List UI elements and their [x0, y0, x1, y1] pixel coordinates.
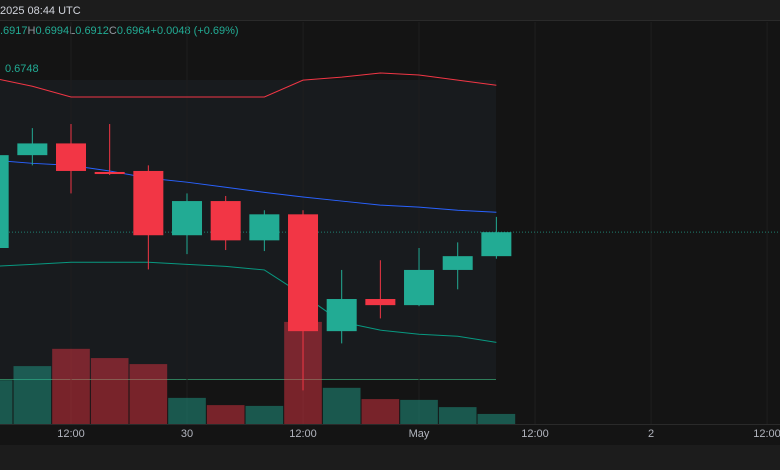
ohlc-legend: .6917H0.6994L0.6912C0.6964+0.0048 (+0.69…: [0, 25, 239, 37]
volume-bar: [206, 405, 245, 424]
candle-body: [249, 214, 280, 241]
legend-part: +0.0048 (+0.69%): [151, 25, 239, 37]
volume-bar: [13, 366, 52, 424]
bottom-bar: [0, 445, 780, 470]
candle-body: [172, 201, 203, 236]
volume-bar: [245, 405, 284, 424]
volume-bar: [90, 358, 129, 424]
legend-part: C: [109, 25, 117, 37]
candle-body: [442, 256, 473, 270]
candle-body: [0, 155, 9, 248]
top-bar: [0, 0, 780, 20]
legend-part: L: [69, 25, 75, 37]
volume-bar: [438, 407, 477, 424]
legend-part: 0.6912: [75, 25, 109, 37]
x-tick-label: 12:00: [753, 428, 780, 440]
candle-body: [94, 171, 125, 175]
volume-bar: [322, 387, 361, 424]
x-tick-label: 12:00: [289, 428, 317, 440]
candle-body: [133, 170, 164, 236]
header-time: 2025 08:44 UTC: [0, 5, 81, 17]
volume-bar: [361, 399, 400, 424]
candle-body: [17, 143, 48, 156]
candle-body: [481, 232, 512, 257]
x-axis-area: [0, 424, 780, 445]
band-background: [0, 80, 496, 379]
volume-bar: [0, 380, 13, 424]
candle-body: [404, 269, 435, 306]
upper-band: [0, 72, 497, 98]
volume-bar: [477, 413, 516, 424]
candle-body: [210, 201, 241, 241]
volume-bar: [129, 364, 168, 424]
plot: [0, 72, 780, 424]
legend-part: 0.6994: [35, 25, 69, 37]
volume-bar: [400, 399, 438, 424]
candle-body: [365, 299, 396, 306]
candle-body: [56, 143, 87, 171]
x-axis: 12:00 30 12:00 May 12:00 2 12:00: [57, 428, 780, 440]
legend-part: .6917: [0, 25, 28, 37]
lower-band: [0, 261, 497, 343]
x-tick-label: 2: [648, 428, 654, 440]
candle-body: [326, 299, 357, 332]
indicator-value: 0.6748: [5, 63, 39, 75]
x-tick-label: 12:00: [57, 428, 85, 440]
legend-part: H: [28, 25, 36, 37]
volume-bar: [168, 397, 206, 424]
x-tick-label: 12:00: [521, 428, 549, 440]
candle-body: [288, 214, 319, 332]
x-tick-label: May: [409, 428, 430, 440]
x-tick-label: 30: [181, 428, 193, 440]
volume-bar: [52, 348, 90, 424]
legend-part: 0.6964: [117, 25, 151, 37]
